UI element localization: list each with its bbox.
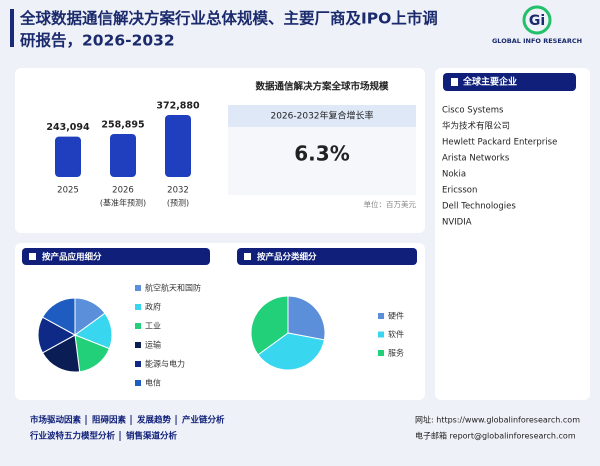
legend-swatch xyxy=(135,361,141,367)
value-label: 372,880 xyxy=(156,101,200,112)
panel-title: 数据通信解决方案全球市场规模 xyxy=(254,81,389,93)
legend-label: 航空航天和国防 xyxy=(145,283,201,293)
legend-label: 运输 xyxy=(145,340,161,350)
footer-link: 市场驱动因素 xyxy=(30,415,82,426)
value-label: 258,895 xyxy=(101,119,144,130)
bar xyxy=(165,115,191,177)
legend-swatch xyxy=(378,350,384,356)
cagr-label: 2026-2032年复合增长率 xyxy=(270,110,373,122)
x-tick-note: (基准年预测) xyxy=(100,198,146,208)
company: Cisco Systems xyxy=(442,106,504,116)
company: Dell Technologies xyxy=(442,202,516,212)
legend-label: 软件 xyxy=(388,329,404,339)
panel xyxy=(15,243,425,400)
section-title: 按产品分类细分 xyxy=(257,252,317,263)
unit-note: 单位：百万美元 xyxy=(364,199,417,209)
company: NVIDIA xyxy=(442,218,472,228)
company: 华为技术有限公司 xyxy=(442,121,510,132)
section-title: 按产品应用细分 xyxy=(42,252,102,263)
bar xyxy=(55,136,81,177)
legend-swatch xyxy=(135,323,141,329)
footer-link: 产业链分析 xyxy=(182,415,225,426)
cagr-value-box xyxy=(228,127,416,195)
footer-link: 阻碍因素 xyxy=(92,415,127,426)
logo-text: GLOBAL INFO RESEARCH xyxy=(492,37,582,45)
footer-link: 发展趋势 xyxy=(136,415,172,426)
cagr-value: 6.3% xyxy=(294,142,349,166)
legend-label: 硬件 xyxy=(388,311,404,321)
legend-label: 电信 xyxy=(145,378,161,388)
legend-label: 能源与电力 xyxy=(145,359,185,369)
legend-label: 服务 xyxy=(388,348,404,358)
x-tick-label: 2026 xyxy=(112,186,134,196)
x-tick-note: (预测) xyxy=(167,198,189,208)
bar xyxy=(110,133,136,177)
website: 网址: https://www.globalinforesearch.com xyxy=(415,415,580,425)
pie-slice xyxy=(257,332,325,371)
title-line: 研报告，2026-2032 xyxy=(20,31,175,50)
legend-swatch xyxy=(378,313,384,319)
section-header xyxy=(22,248,210,265)
pie-slice xyxy=(250,295,289,356)
footer-link: 销售渠道分析 xyxy=(126,431,178,442)
legend-swatch xyxy=(135,304,141,310)
logo-ring xyxy=(522,5,552,35)
section-header xyxy=(237,248,417,265)
pie-slice xyxy=(41,297,76,336)
value-label: 243,094 xyxy=(46,122,90,133)
legend-swatch xyxy=(135,285,141,291)
panel xyxy=(435,68,590,400)
footer-link: 行业波特五力模型分析 xyxy=(29,431,116,442)
header-icon xyxy=(29,253,36,260)
x-tick-label: 2025 xyxy=(57,186,79,196)
company: Arista Networks xyxy=(442,154,510,164)
cagr-label-box xyxy=(228,105,416,127)
pie-slice xyxy=(287,295,326,341)
legend-swatch xyxy=(135,342,141,348)
email: 电子邮箱 report@globalinforesearch.com xyxy=(415,431,576,441)
title-accent xyxy=(10,9,14,47)
header-icon xyxy=(451,78,458,86)
pie-slice xyxy=(41,334,81,373)
logo-mark: Gi xyxy=(529,13,545,29)
legend-label: 政府 xyxy=(145,302,161,312)
legend-swatch xyxy=(378,331,384,338)
legend-swatch xyxy=(135,380,141,386)
section-header xyxy=(443,73,576,91)
header-icon xyxy=(244,253,251,260)
legend-label: 工业 xyxy=(145,321,161,331)
section-title: 全球主要企业 xyxy=(462,76,517,88)
company: Nokia xyxy=(442,170,466,180)
title-line: 全球数据通信解决方案行业总体规模、主要厂商及IPO上市调 xyxy=(19,9,438,28)
company: Hewlett Packard Enterprise xyxy=(442,138,557,148)
company: Ericsson xyxy=(442,186,477,196)
x-tick-label: 2032 xyxy=(167,186,189,196)
